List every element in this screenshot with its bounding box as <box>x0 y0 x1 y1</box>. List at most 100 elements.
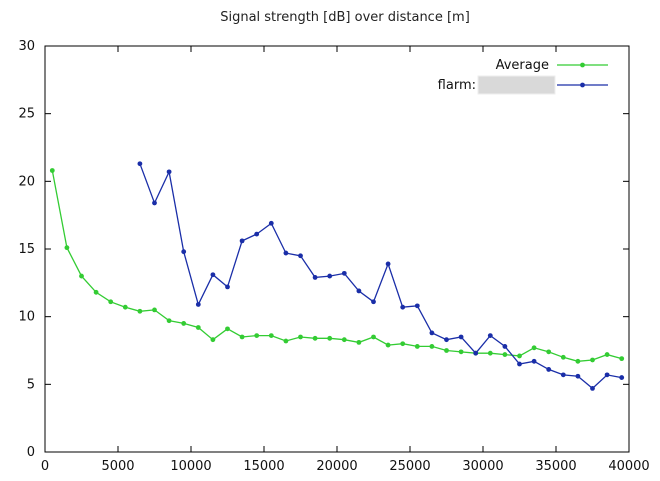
data-point-1-21 <box>444 337 449 343</box>
plot-frame <box>44 45 630 453</box>
data-point-1-15 <box>356 288 362 294</box>
data-point-0-28 <box>458 349 464 355</box>
data-point-0-16 <box>283 338 289 344</box>
data-point-0-27 <box>444 348 449 353</box>
data-point-0-21 <box>356 339 362 345</box>
redacted-label-box <box>477 75 556 95</box>
data-point-0-36 <box>575 358 581 364</box>
data-point-0-25 <box>414 344 420 349</box>
data-point-1-33 <box>619 375 625 380</box>
data-point-1-16 <box>371 299 376 305</box>
data-point-1-31 <box>590 385 595 391</box>
data-point-1-25 <box>502 344 508 349</box>
data-point-1-11 <box>298 253 303 259</box>
data-point-1-32 <box>604 372 610 378</box>
legend-label-1: flarm: <box>438 78 476 93</box>
data-point-1-17 <box>385 261 391 267</box>
series-line-1 <box>139 163 622 390</box>
data-point-1-0 <box>137 161 143 167</box>
data-point-1-8 <box>254 231 260 237</box>
data-point-1-4 <box>195 302 201 307</box>
data-point-0-13 <box>239 334 245 340</box>
y-tick-label: 15 <box>18 242 35 257</box>
data-point-1-3 <box>181 249 187 255</box>
data-point-1-23 <box>473 350 479 356</box>
chart-title: Signal strength [dB] over distance [m] <box>220 10 470 25</box>
data-point-0-2 <box>79 273 84 279</box>
legend: Average flarm: <box>438 58 608 95</box>
x-tick-label: 20000 <box>316 459 357 474</box>
data-point-0-24 <box>400 341 406 347</box>
data-point-1-2 <box>166 169 172 175</box>
data-point-0-4 <box>108 299 114 305</box>
y-tick-label: 20 <box>18 174 35 189</box>
data-point-0-18 <box>312 335 318 341</box>
data-point-0-6 <box>137 308 143 314</box>
data-point-0-9 <box>181 321 187 326</box>
y-tick-label: 25 <box>18 107 35 122</box>
data-point-0-3 <box>93 289 99 295</box>
x-tick-label: 10000 <box>170 459 211 474</box>
data-point-1-29 <box>560 372 566 378</box>
data-point-1-19 <box>414 303 420 309</box>
data-point-1-18 <box>400 304 406 310</box>
data-point-0-12 <box>225 326 230 332</box>
x-tick-label: 30000 <box>462 459 503 474</box>
y-tick-label: 30 <box>18 39 35 54</box>
y-tick-label: 5 <box>27 377 35 392</box>
data-point-1-10 <box>283 250 289 256</box>
data-point-0-38 <box>604 352 610 357</box>
data-point-0-39 <box>619 356 625 362</box>
data-point-1-27 <box>531 358 537 364</box>
data-point-0-34 <box>546 349 552 355</box>
data-point-1-13 <box>327 273 333 279</box>
data-point-0-26 <box>429 344 435 349</box>
data-point-1-1 <box>152 200 157 206</box>
x-tick-label: 35000 <box>535 459 576 474</box>
data-point-1-28 <box>546 367 552 372</box>
data-point-0-33 <box>531 345 537 351</box>
data-point-0-11 <box>210 337 216 343</box>
x-tick-label: 25000 <box>389 459 430 474</box>
data-point-1-26 <box>517 361 522 367</box>
axis-ticks: 0 5000 10000 15000 20000 25000 30000 35000 40000… <box>18 39 649 474</box>
data-point-0-19 <box>327 335 333 341</box>
x-tick-label: 15000 <box>243 459 284 474</box>
data-point-1-9 <box>268 220 274 226</box>
data-point-0-32 <box>517 353 522 359</box>
data-point-0-5 <box>122 304 128 310</box>
data-point-1-14 <box>341 270 347 276</box>
data-point-1-20 <box>429 330 435 336</box>
data-point-0-8 <box>166 318 172 324</box>
data-point-0-15 <box>268 333 274 339</box>
data-point-1-7 <box>239 238 245 244</box>
data-point-0-31 <box>502 352 508 357</box>
data-point-1-30 <box>575 373 581 379</box>
data-point-0-1 <box>64 245 70 251</box>
plot-area <box>49 161 625 391</box>
data-point-1-24 <box>487 333 493 339</box>
y-tick-label: 10 <box>18 310 35 325</box>
data-point-0-10 <box>195 325 201 330</box>
data-point-0-23 <box>385 342 391 348</box>
x-tick-label: 5000 <box>101 459 134 474</box>
data-point-0-17 <box>298 334 303 340</box>
data-point-1-6 <box>225 284 230 290</box>
data-point-0-0 <box>49 168 55 173</box>
data-point-1-12 <box>312 275 318 280</box>
data-point-0-20 <box>341 337 347 343</box>
legend-marker-1 <box>580 82 585 88</box>
x-tick-label: 0 <box>41 459 49 474</box>
data-point-0-37 <box>590 357 595 363</box>
data-point-0-7 <box>152 307 157 313</box>
legend-marker-0 <box>580 62 585 68</box>
data-point-0-14 <box>254 333 260 339</box>
data-point-0-35 <box>560 354 566 360</box>
data-point-0-22 <box>371 334 376 340</box>
data-point-1-5 <box>210 272 216 278</box>
data-point-1-22 <box>458 334 464 340</box>
data-point-0-30 <box>487 350 493 356</box>
y-tick-label: 0 <box>27 445 35 460</box>
